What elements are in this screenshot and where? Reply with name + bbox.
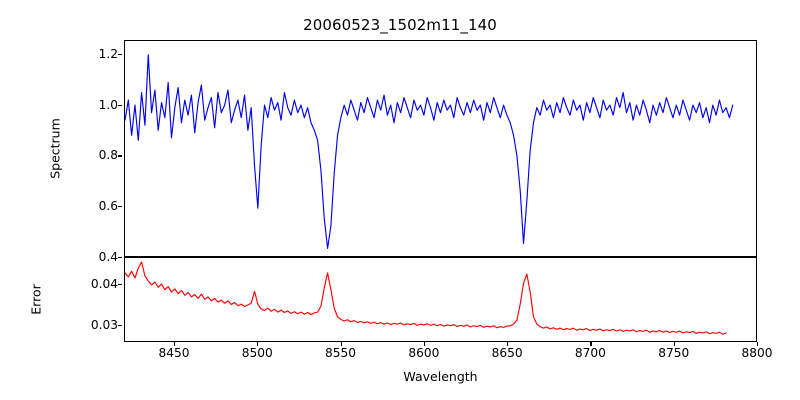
x-tick-mark: [423, 342, 425, 346]
x-tick-label: 8750: [658, 346, 690, 360]
spectrum-y-tick-mark: [118, 206, 122, 208]
error-y-tick-label: 0.04: [90, 276, 118, 291]
x-tick-mark: [340, 342, 342, 346]
x-tick-label: 8550: [325, 346, 357, 360]
error-y-tick-mark: [118, 324, 122, 326]
x-tick-mark: [507, 342, 509, 346]
spectrum-y-tick-mark: [118, 53, 122, 56]
x-tick-label: 8600: [408, 346, 440, 360]
x-tick-label: 8500: [241, 346, 273, 360]
x-tick-mark: [590, 342, 592, 346]
error-y-tick-label: 0.03: [90, 317, 118, 332]
x-tick-mark: [173, 342, 176, 346]
spectrum-panel: [124, 40, 757, 257]
x-axis-label: Wavelength: [403, 369, 478, 384]
spectrum-y-tick-mark: [118, 155, 122, 157]
spectrum-y-tick-mark: [118, 257, 122, 259]
spectrum-y-tick-mark: [118, 104, 122, 106]
spectrum-y-tick-label: 0.8: [98, 148, 118, 163]
x-tick-label: 8700: [574, 346, 606, 360]
x-tick-mark: [673, 342, 675, 346]
x-tick-mark: [257, 342, 259, 346]
error-plot-area: [125, 261, 727, 335]
error-panel: [124, 257, 757, 342]
error-y-axis-label: Error: [28, 284, 44, 315]
x-tick-mark: [757, 342, 759, 346]
x-tick-label: 8450: [158, 346, 190, 360]
spectrum-plot-area: [125, 54, 734, 250]
error-data-line: [125, 261, 727, 335]
spectrum-data-line: [125, 54, 734, 250]
x-tick-label: 8800: [741, 346, 773, 360]
spectrum-y-tick-label: 1.0: [98, 97, 118, 112]
error-y-tick-mark: [118, 283, 122, 285]
spectrum-y-tick-label: 0.4: [98, 250, 118, 264]
figure-title: 20060523_1502m11_140: [303, 16, 497, 34]
spectrum-y-tick-label: 1.2: [98, 46, 118, 61]
spectrum-y-tick-label: 0.6: [98, 199, 118, 214]
x-tick-label: 8650: [491, 346, 523, 360]
